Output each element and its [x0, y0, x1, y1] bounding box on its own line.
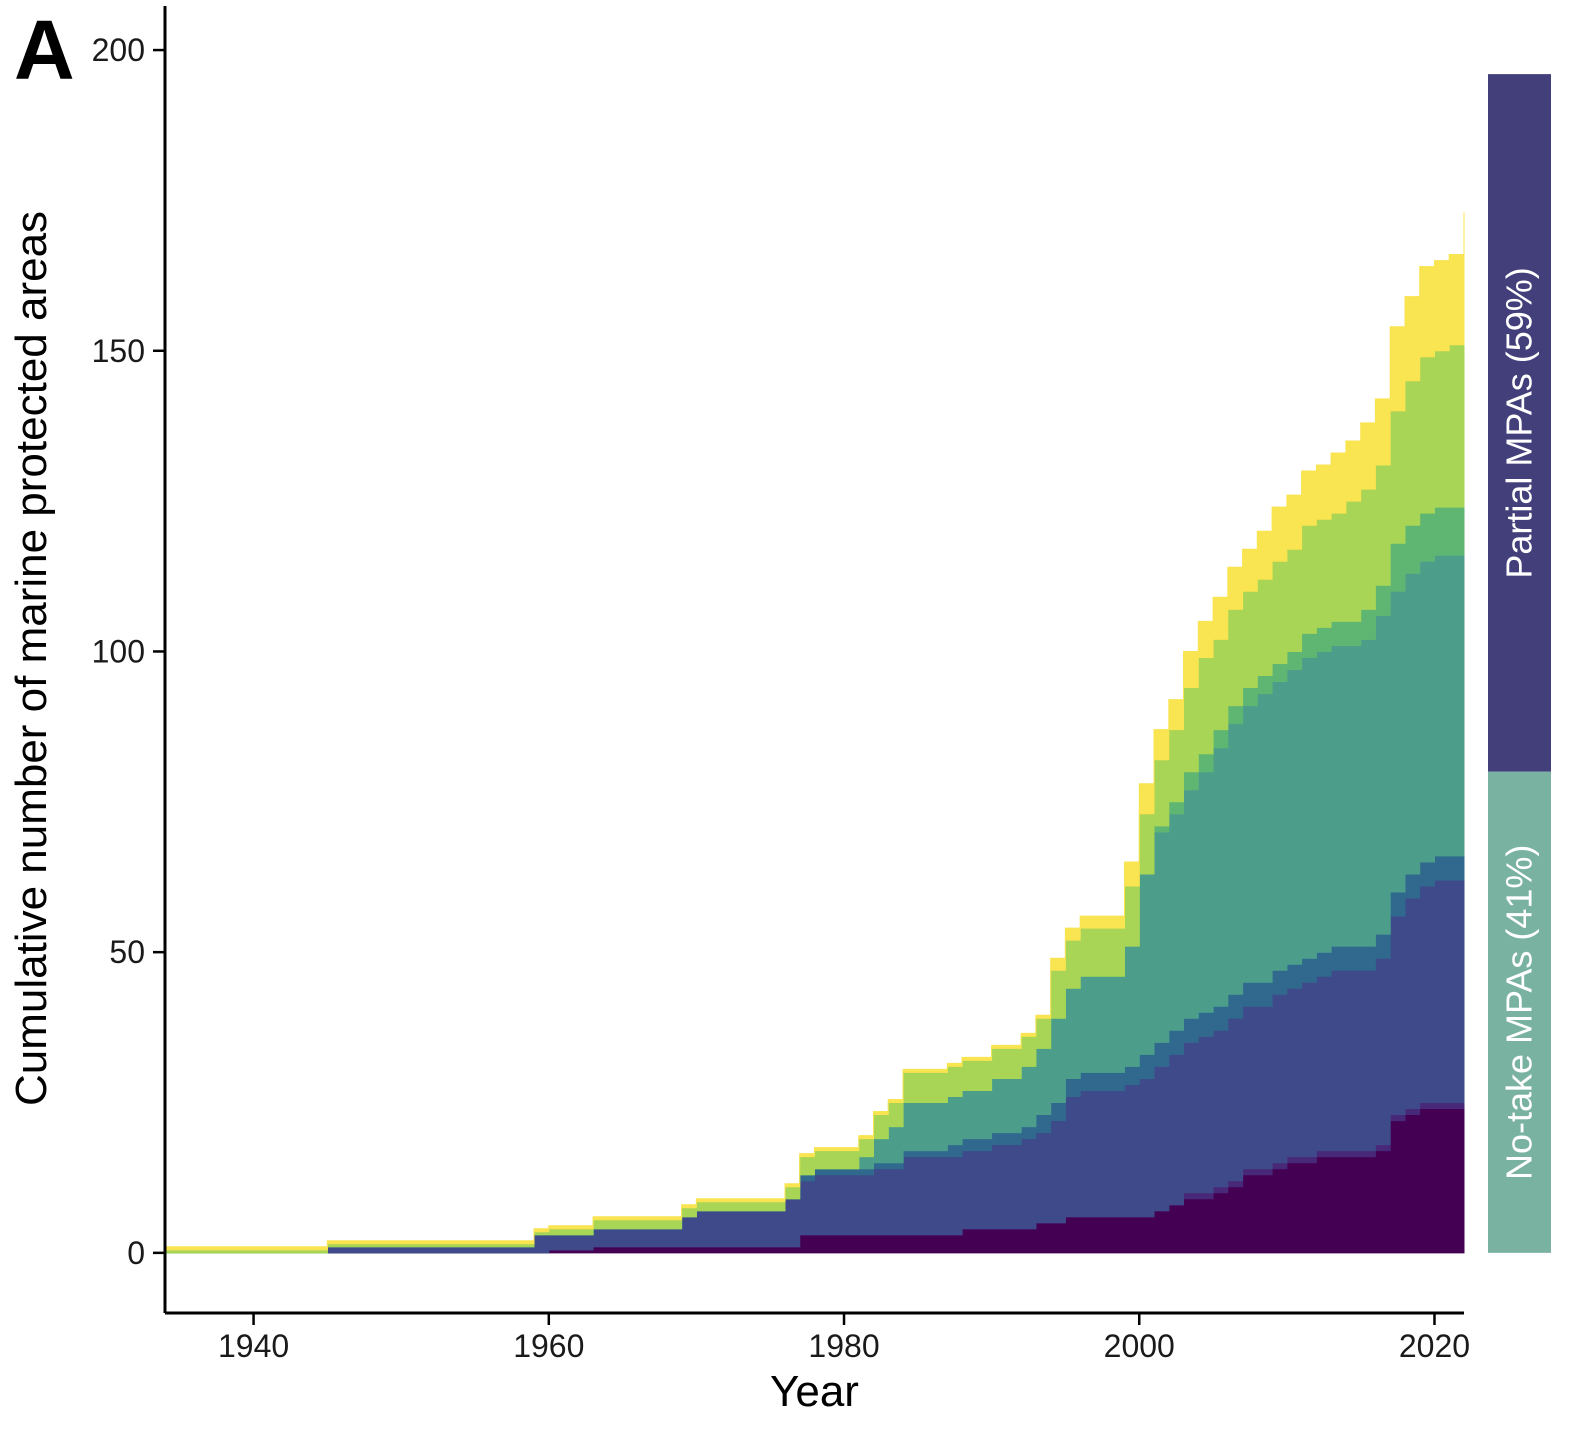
x-tick-label: 2000	[1104, 1328, 1175, 1364]
side-bars-group: Partial MPAs (59%) No-take MPAs (41%)	[1488, 74, 1551, 1253]
side-bar-label-2: No-take MPAs (41%)	[1499, 845, 1540, 1180]
y-tick-label: 150	[92, 333, 145, 369]
x-tick-label: 2020	[1399, 1328, 1470, 1364]
axes-group: 0 50 100 150 200 1940 1960 1980 2000 2020	[92, 6, 1470, 1364]
x-tick-label: 1980	[808, 1328, 879, 1364]
x-tick-label: 1960	[513, 1328, 584, 1364]
y-tick-label: 0	[127, 1235, 145, 1271]
side-bar-2	[1488, 771, 1551, 1253]
y-axis-title: Cumulative number of marine protected ar…	[7, 211, 56, 1106]
side-bar-1	[1488, 74, 1551, 772]
area-series-group	[164, 212, 1465, 1254]
y-tick-label: 100	[92, 633, 145, 669]
panel-label: A	[14, 3, 75, 97]
area-series-9	[164, 212, 1465, 1251]
y-tick-label: 50	[109, 934, 145, 970]
y-tick-label: 200	[92, 32, 145, 68]
side-bar-label-1: Partial MPAs (59%)	[1499, 267, 1540, 578]
x-axis-title: Year	[770, 1367, 859, 1416]
x-tick-label: 1940	[218, 1328, 289, 1364]
